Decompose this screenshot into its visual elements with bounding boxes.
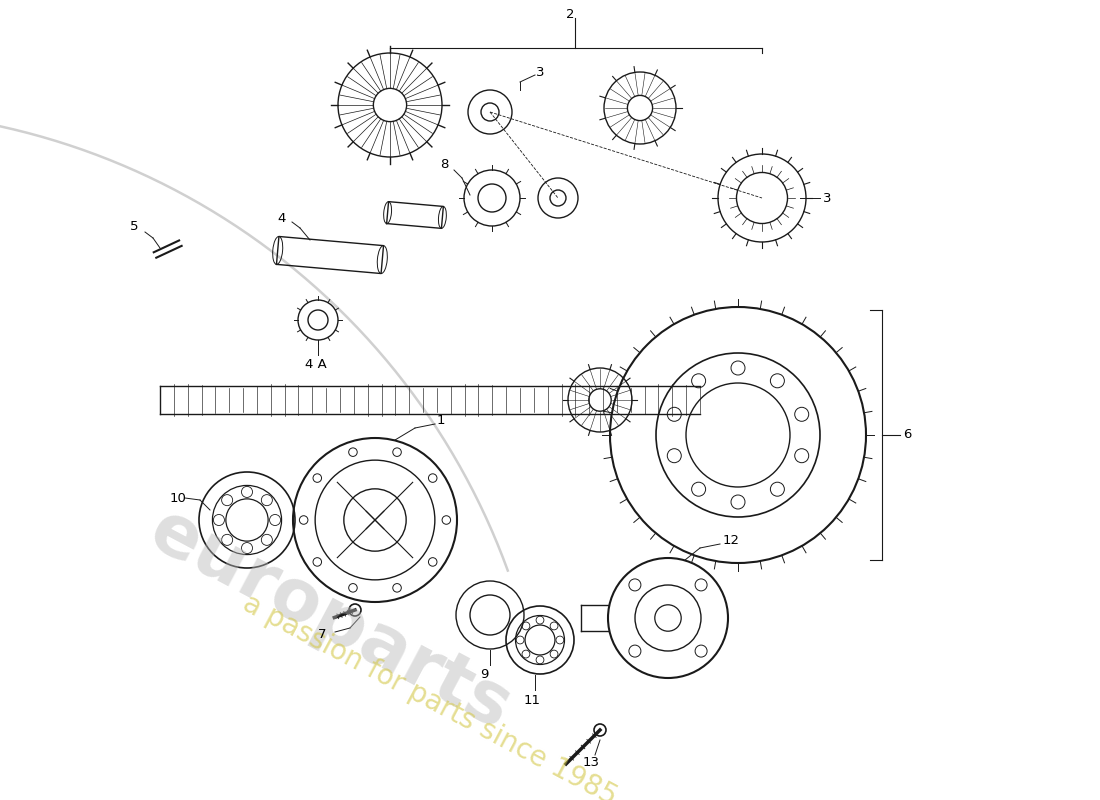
- Text: 1: 1: [437, 414, 446, 427]
- Text: 3: 3: [536, 66, 544, 78]
- Text: 4: 4: [277, 211, 285, 225]
- Text: 8: 8: [440, 158, 449, 171]
- Text: 5: 5: [130, 221, 139, 234]
- Text: 2: 2: [566, 7, 574, 21]
- Text: 13: 13: [583, 757, 600, 770]
- Text: 4 A: 4 A: [305, 358, 327, 371]
- Text: 11: 11: [524, 694, 541, 706]
- Text: 6: 6: [903, 429, 912, 442]
- Text: 10: 10: [170, 491, 187, 505]
- Text: 7: 7: [318, 629, 327, 642]
- Text: europarts: europarts: [138, 496, 522, 744]
- Text: a passion for parts since 1985: a passion for parts since 1985: [239, 589, 622, 800]
- Text: 3: 3: [823, 191, 832, 205]
- Text: 9: 9: [480, 669, 488, 682]
- Text: 12: 12: [723, 534, 740, 547]
